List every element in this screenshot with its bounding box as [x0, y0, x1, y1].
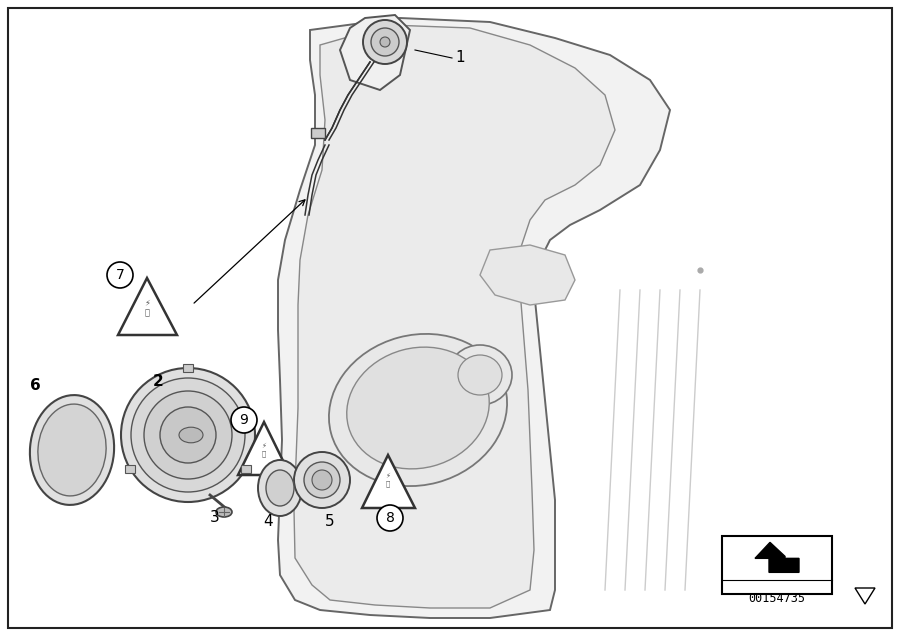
Text: 3: 3 [210, 511, 220, 525]
Bar [311, 128, 325, 138]
Polygon shape [340, 15, 410, 90]
Circle shape [304, 462, 340, 498]
Circle shape [380, 37, 390, 47]
Text: 00154735: 00154735 [749, 591, 806, 604]
Circle shape [121, 368, 255, 502]
Ellipse shape [266, 470, 294, 506]
Circle shape [144, 391, 232, 479]
Polygon shape [480, 245, 575, 305]
Circle shape [377, 505, 403, 531]
Text: 5: 5 [325, 515, 335, 530]
Text: ⚡
🖐: ⚡ 🖐 [385, 473, 391, 487]
Text: 4: 4 [263, 515, 273, 530]
Text: 8: 8 [385, 511, 394, 525]
Ellipse shape [216, 507, 232, 517]
Ellipse shape [179, 427, 203, 443]
Ellipse shape [258, 460, 302, 516]
Bar [722, 536, 832, 594]
Ellipse shape [346, 347, 490, 469]
Circle shape [231, 407, 257, 433]
Polygon shape [238, 422, 290, 475]
Circle shape [131, 378, 245, 492]
Polygon shape [294, 25, 615, 608]
Polygon shape [755, 543, 799, 572]
Text: 7: 7 [115, 268, 124, 282]
Circle shape [294, 452, 350, 508]
Polygon shape [278, 18, 670, 618]
Ellipse shape [30, 395, 114, 505]
Ellipse shape [448, 345, 512, 405]
Text: 2: 2 [153, 375, 164, 389]
Polygon shape [362, 455, 415, 508]
Bar [183, 364, 193, 372]
Circle shape [160, 407, 216, 463]
Ellipse shape [458, 355, 502, 395]
Polygon shape [118, 278, 177, 335]
Ellipse shape [328, 334, 507, 486]
Circle shape [312, 470, 332, 490]
Text: 6: 6 [30, 378, 40, 392]
Circle shape [363, 20, 407, 64]
Circle shape [371, 28, 399, 56]
Bar [125, 464, 135, 473]
Text: ⚡
🖐: ⚡ 🖐 [262, 443, 266, 457]
Circle shape [107, 262, 133, 288]
Text: 9: 9 [239, 413, 248, 427]
Ellipse shape [38, 404, 106, 496]
Polygon shape [855, 588, 875, 604]
Text: 1: 1 [455, 50, 464, 66]
Bar [241, 464, 251, 473]
Text: ⚡
🖐: ⚡ 🖐 [144, 298, 150, 318]
